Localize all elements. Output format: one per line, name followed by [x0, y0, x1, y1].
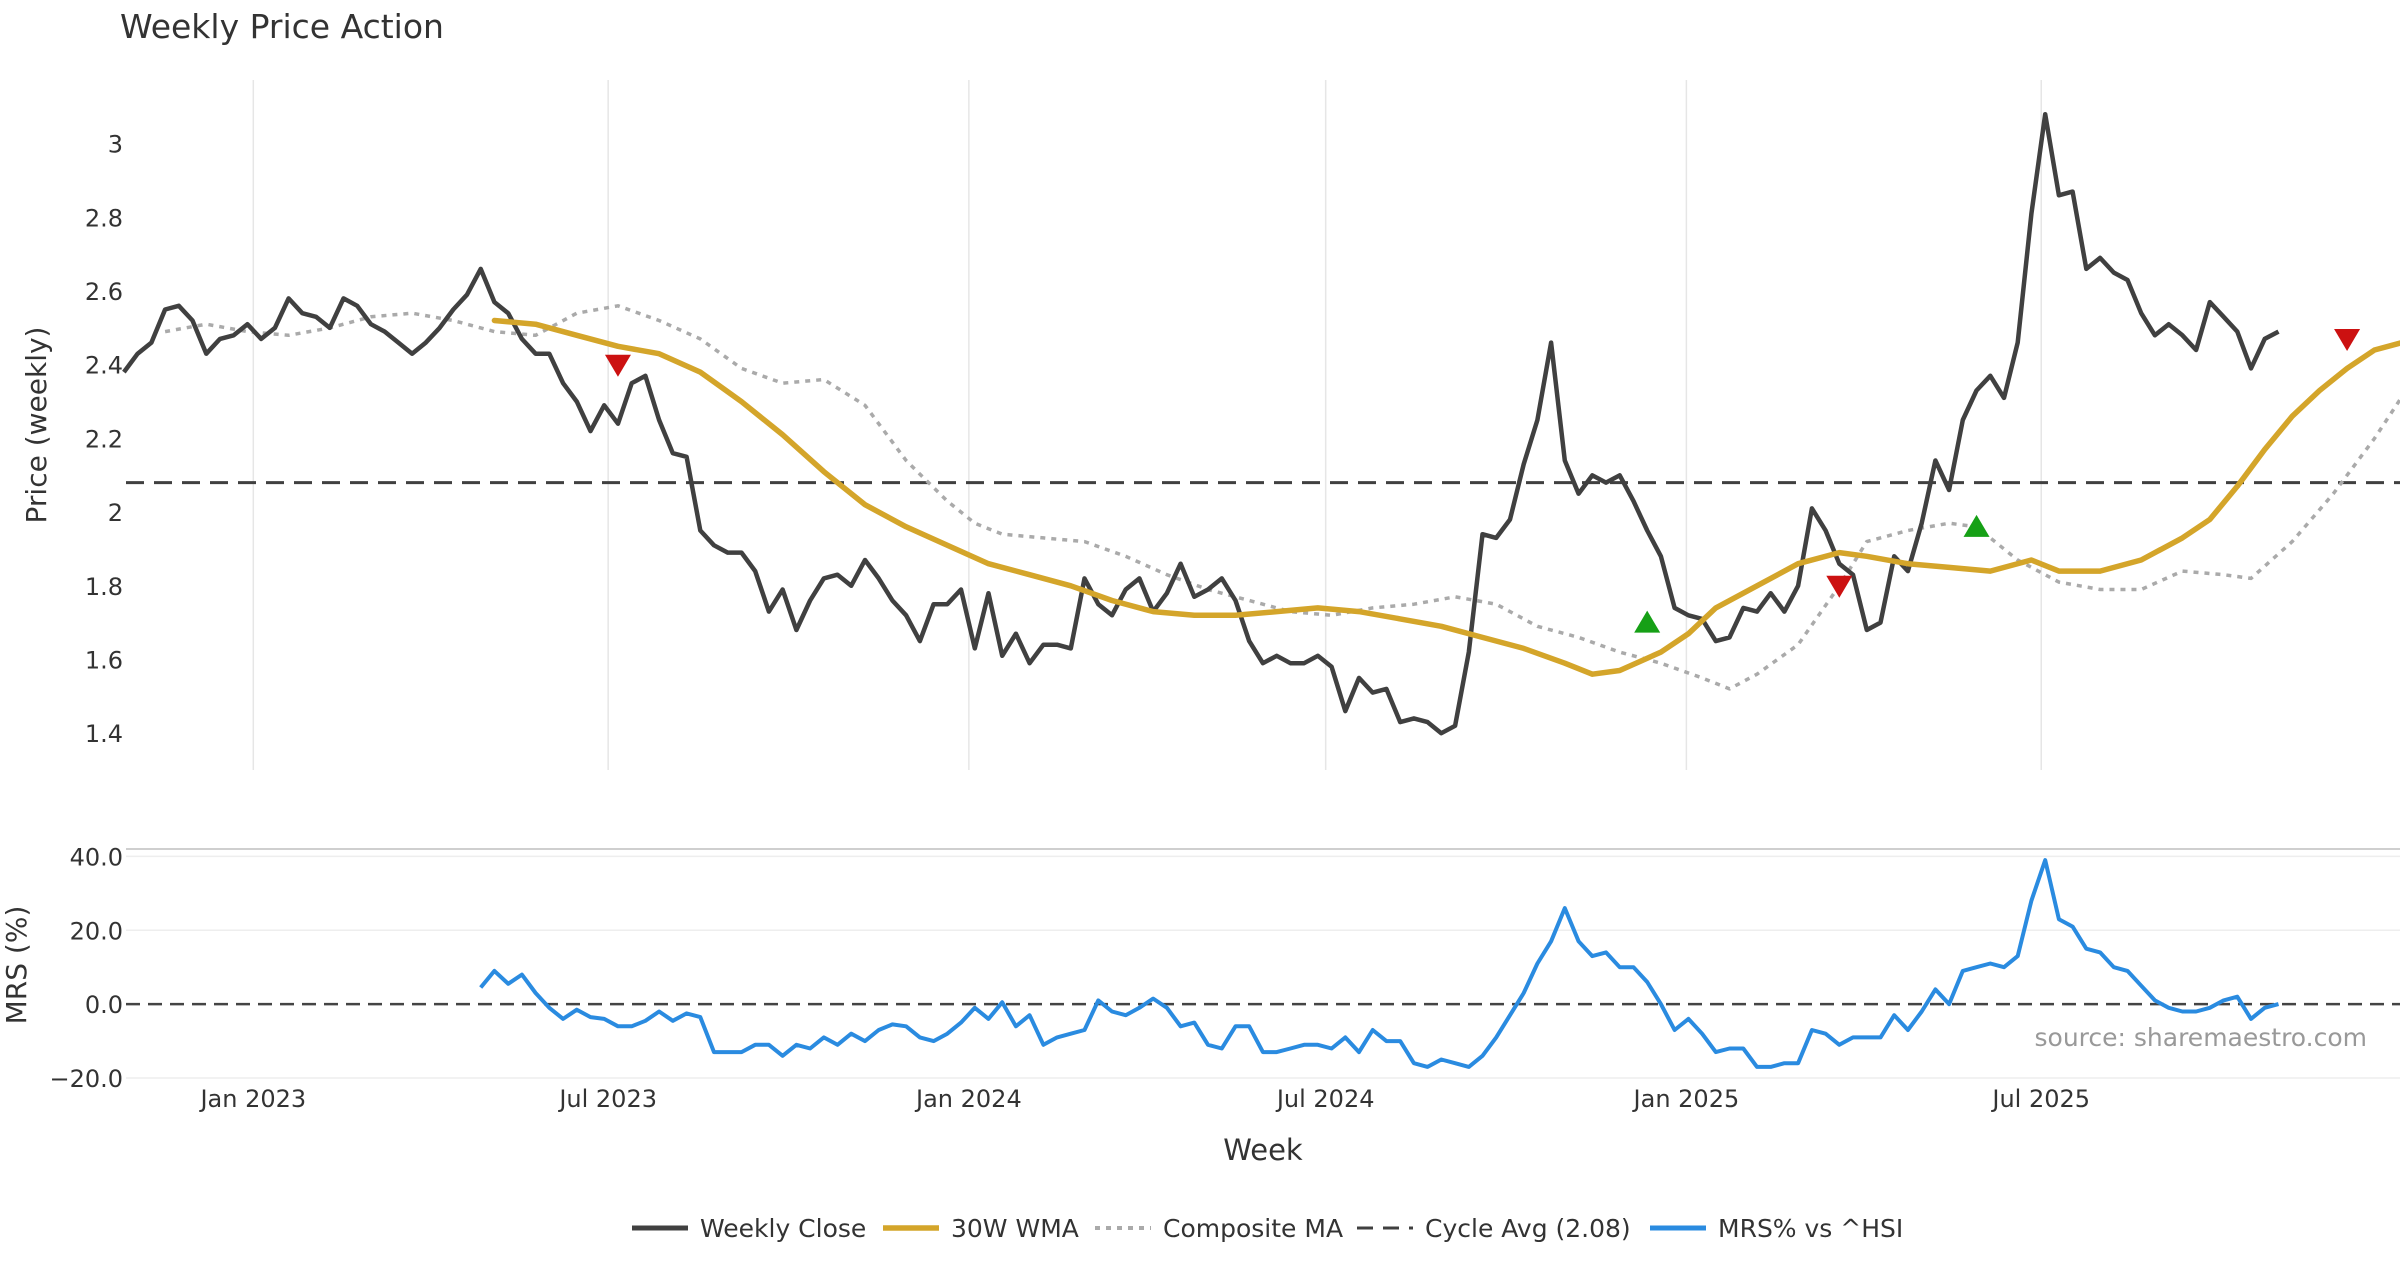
wma-30w-line: [491, 317, 2400, 677]
mrs-y-tick-label: −20.0: [49, 1065, 123, 1093]
price-y-axis-label: Price (weekly): [20, 327, 53, 524]
mrs-y-tick-label: 20.0: [70, 917, 123, 945]
legend-label: Weekly Close: [700, 1214, 866, 1243]
buy-signal-marker: [1634, 610, 1661, 633]
x-tick-label: Jan 2023: [198, 1085, 306, 1113]
price-y-tick-label: 2.2: [85, 425, 123, 453]
mrs-line: [479, 858, 2280, 1069]
buy-signal-marker: [1963, 514, 1990, 537]
price-y-tick-label: 1.4: [85, 720, 123, 748]
legend-label: MRS% vs ^HSI: [1718, 1214, 1903, 1243]
source-watermark: source: sharemaestro.com: [2035, 1023, 2368, 1052]
price-y-axis: 1.4 1.6 1.8 2 2.2 2.4 2.6 2.8 3: [85, 131, 123, 748]
price-y-tick-label: 3: [108, 131, 123, 159]
mrs-grid: [126, 855, 2400, 1079]
price-y-tick-label: 2.6: [85, 278, 123, 306]
mrs-y-tick-label: 0.0: [85, 991, 123, 1019]
price-y-tick-label: 1.8: [85, 573, 123, 601]
price-y-tick-label: 1.6: [85, 646, 123, 674]
x-tick-label: Jul 2023: [557, 1085, 657, 1113]
composite-ma-line: [164, 304, 2400, 691]
x-tick-label: Jan 2024: [914, 1085, 1022, 1113]
chart-title: Weekly Price Action: [120, 7, 444, 46]
price-grid: [252, 80, 2042, 770]
mrs-y-axis: −20.0 0.0 20.0 40.0: [49, 843, 123, 1093]
legend-label: Cycle Avg (2.08): [1425, 1214, 1631, 1243]
weekly-close-line: [122, 111, 2280, 736]
signal-markers: [604, 328, 2361, 633]
x-axis: Jan 2023 Jul 2023 Jan 2024 Jul 2024 Jan 2025…: [198, 1085, 2090, 1113]
legend-label: 30W WMA: [951, 1214, 1079, 1243]
legend: Weekly Close 30W WMA Composite MA Cycle Avg…: [632, 1214, 1903, 1243]
mrs-y-axis-label: MRS (%): [0, 906, 33, 1025]
x-axis-label: Week: [1223, 1133, 1303, 1167]
sell-signal-marker: [604, 354, 631, 377]
sell-signal-marker: [2334, 328, 2361, 351]
x-tick-label: Jul 2025: [1990, 1085, 2090, 1113]
sell-signal-marker: [1826, 575, 1853, 598]
x-tick-label: Jan 2025: [1632, 1085, 1740, 1113]
price-y-tick-label: 2.4: [85, 352, 123, 380]
price-series-layer: [122, 111, 2400, 736]
price-y-tick-label: 2: [108, 499, 123, 527]
x-tick-label: Jul 2024: [1275, 1085, 1375, 1113]
mrs-y-tick-label: 40.0: [70, 843, 123, 871]
legend-label: Composite MA: [1163, 1214, 1343, 1243]
price-y-tick-label: 2.8: [85, 204, 123, 232]
mrs-series-layer: [126, 858, 2400, 1069]
